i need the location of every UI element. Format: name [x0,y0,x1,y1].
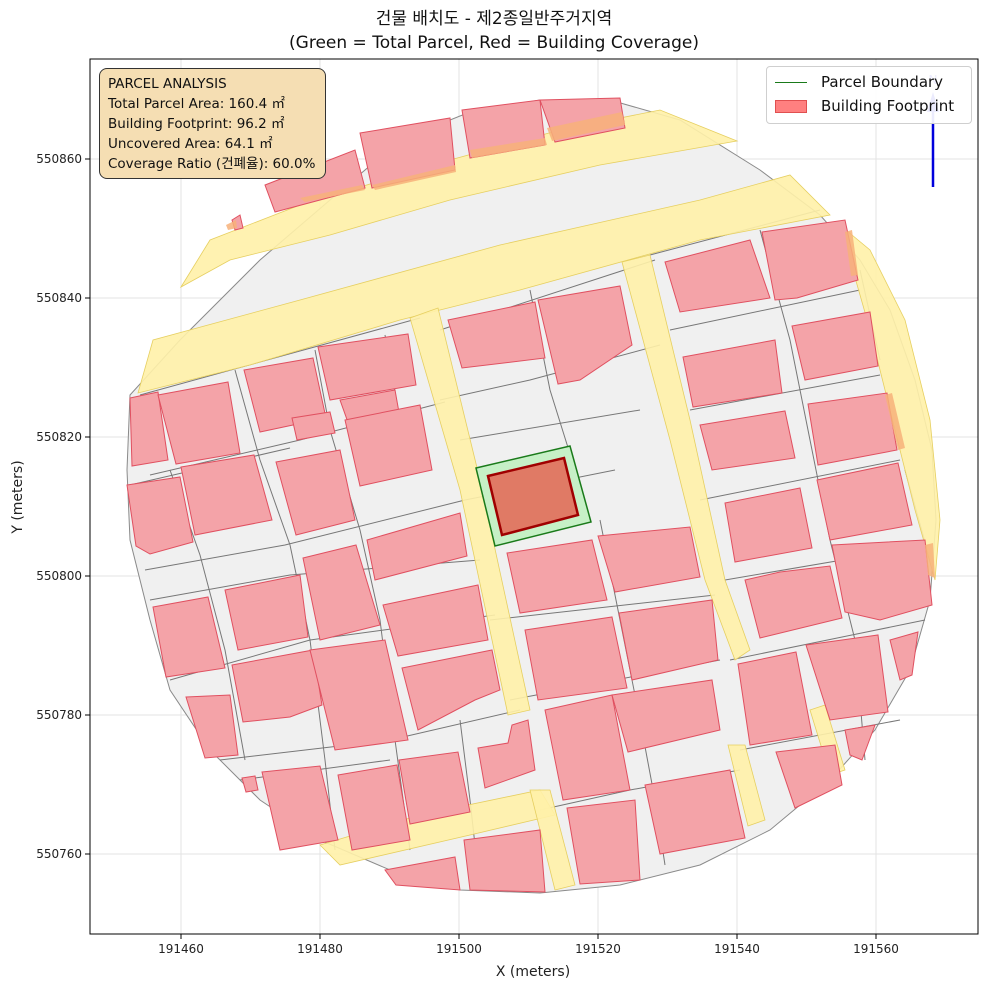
chart-subtitle: (Green = Total Parcel, Red = Building Co… [289,33,699,53]
y-tick-label: 550820 [36,430,82,444]
x-tick-label: 191480 [297,942,343,956]
road-main-diagonal [137,174,831,394]
x-axis-label: X (meters) [496,964,570,980]
legend: Parcel Boundary Building Footprint [766,66,972,124]
x-tick-label: 191560 [853,942,899,956]
road-overlap-patches [226,112,935,578]
tick-marks [85,158,877,939]
road-vertical-2 [621,254,751,661]
total-parcel-area: Total Parcel Area: 160.4 ㎡ [108,96,285,112]
legend-item-building: Building Footprint [775,95,954,117]
legend-item-parcel: Parcel Boundary [775,71,943,93]
axes-frame [89,58,979,935]
road-upper-diagonal [179,109,739,289]
y-tick-label: 550780 [36,708,82,722]
coverage-ratio: Coverage Ratio (건폐율): 60.0% [108,156,316,172]
parcel-analysis-box: PARCEL ANALYSIS Total Parcel Area: 160.4… [99,68,326,179]
y-tick-label: 550860 [36,152,82,166]
analysis-heading: PARCEL ANALYSIS [108,76,227,92]
building-patch-swatch [775,99,807,113]
road-vertical-1 [409,307,531,716]
road-south-vertical [529,789,576,891]
legend-label-building: Building Footprint [821,97,955,115]
y-tick-label: 550840 [36,291,82,305]
parcel-line-swatch [775,81,807,83]
roads [137,109,941,891]
neighbor-buildings [126,97,933,893]
building-footprint-area: Building Footprint: 96.2 ㎡ [108,116,285,132]
x-tick-label: 191460 [158,942,204,956]
x-tick-label: 191540 [714,942,760,956]
legend-label-parcel: Parcel Boundary [821,73,944,91]
x-tick-label: 191520 [575,942,621,956]
y-axis-label: Y (meters) [10,460,26,534]
chart-title: 건물 배치도 - 제2종일반주거지역 [375,9,613,29]
building-footprint[interactable] [486,456,580,537]
y-tick-label: 550800 [36,569,82,583]
x-tick-label: 191500 [436,942,482,956]
uncovered-area: Uncovered Area: 64.1 ㎡ [108,136,273,152]
y-tick-label: 550760 [36,847,82,861]
road-southeast [727,744,766,827]
